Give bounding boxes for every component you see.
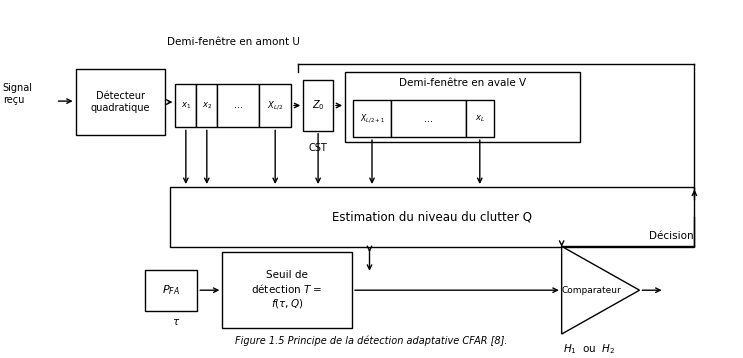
Text: Demi-fenêtre en avale V: Demi-fenêtre en avale V [399,78,526,88]
Text: Figure 1.5 Principe de la détection adaptative CFAR [8].: Figure 1.5 Principe de la détection adap… [235,335,507,346]
Text: ...: ... [424,113,433,124]
FancyBboxPatch shape [303,80,333,131]
Text: Signal
reçu: Signal reçu [3,83,33,105]
FancyBboxPatch shape [259,83,291,127]
FancyBboxPatch shape [222,252,352,328]
Text: Décision: Décision [649,232,694,241]
FancyBboxPatch shape [146,270,198,311]
Text: Estimation du niveau du clutter Q: Estimation du niveau du clutter Q [332,211,533,224]
Text: $x_1$: $x_1$ [181,100,191,111]
Text: $H_1$  ou  $H_2$: $H_1$ ou $H_2$ [563,342,616,355]
Text: Demi-fenêtre en amont U: Demi-fenêtre en amont U [167,37,299,47]
Text: $\tau$: $\tau$ [172,318,181,328]
Text: $X_{L/2}$: $X_{L/2}$ [267,99,283,112]
Text: $x_L$: $x_L$ [475,113,485,124]
Text: $X_{L/2+1}$: $X_{L/2+1}$ [360,112,384,125]
Text: ...: ... [234,101,243,111]
FancyBboxPatch shape [175,83,196,127]
FancyBboxPatch shape [196,83,217,127]
FancyBboxPatch shape [345,72,580,142]
FancyBboxPatch shape [217,83,259,127]
Text: $x_2$: $x_2$ [201,100,212,111]
FancyBboxPatch shape [170,187,695,247]
Polygon shape [562,246,640,334]
FancyBboxPatch shape [353,100,391,137]
Text: Seuil de
détection $T$ =
$f(\tau,Q)$: Seuil de détection $T$ = $f(\tau,Q)$ [251,270,323,310]
FancyBboxPatch shape [76,69,166,135]
Text: $Z_0$: $Z_0$ [312,98,325,112]
Text: Détecteur
quadratique: Détecteur quadratique [91,91,150,113]
FancyBboxPatch shape [391,100,466,137]
FancyBboxPatch shape [466,100,494,137]
Text: CST: CST [309,144,328,154]
Text: Comparateur: Comparateur [562,286,621,295]
Text: $P_{FA}$: $P_{FA}$ [163,283,181,297]
